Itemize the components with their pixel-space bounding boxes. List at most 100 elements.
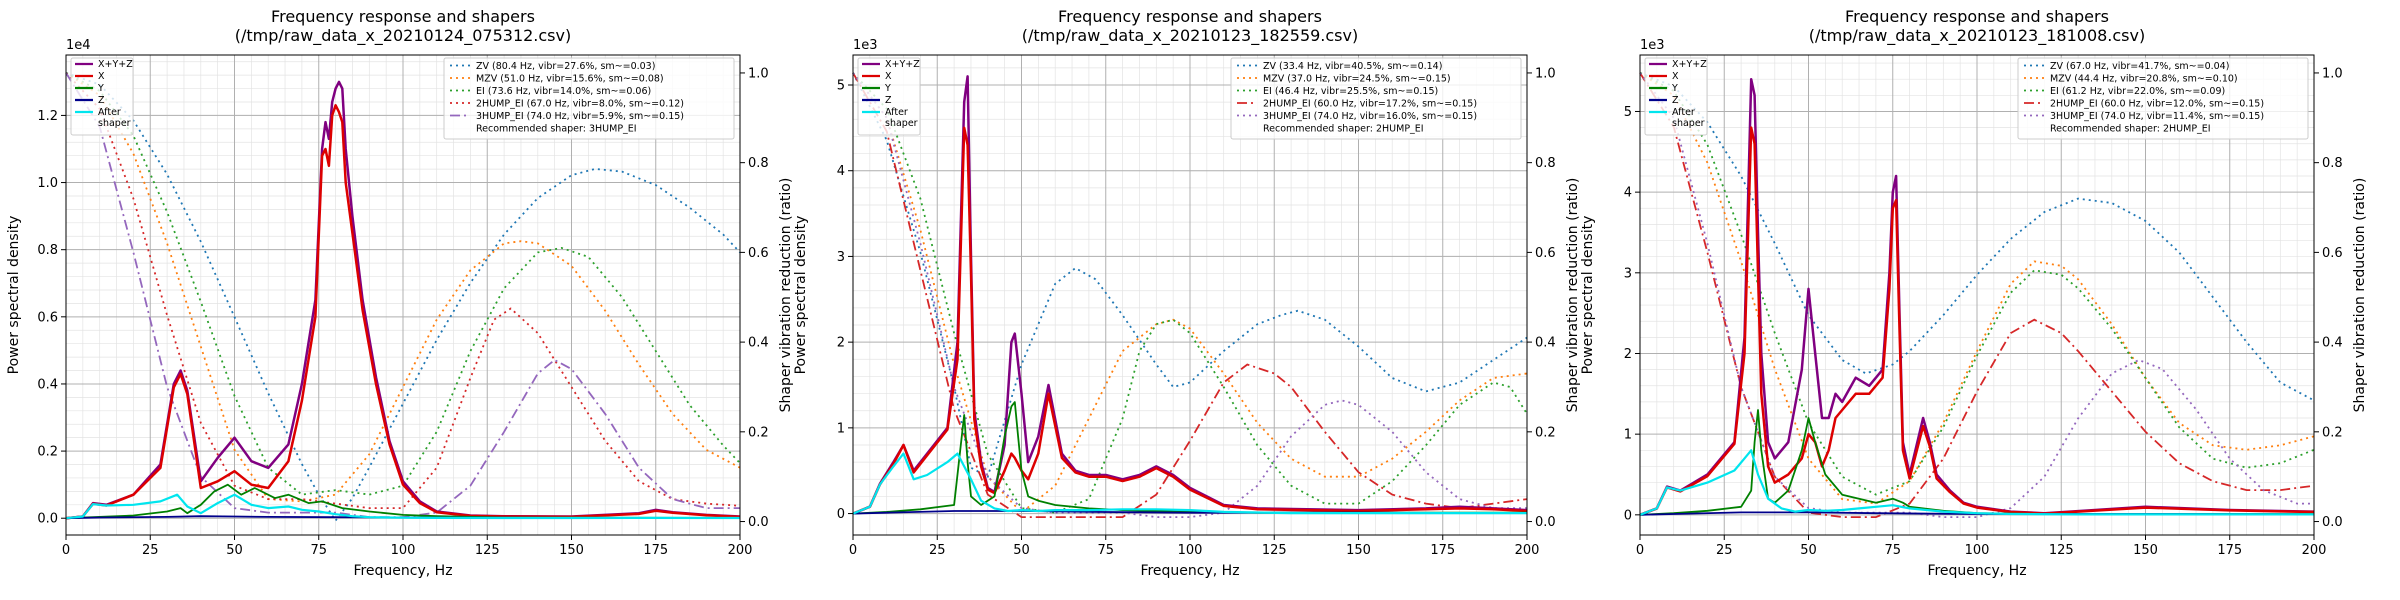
legend-label: MZV (51.0 Hz, vibr=15.6%, sm~=0.08) xyxy=(476,74,664,85)
x-tick-label: 200 xyxy=(2302,543,2327,558)
shaper-line-4 xyxy=(852,72,1528,518)
y2-tick-label: 0.6 xyxy=(2322,246,2343,261)
x-tick-label: 125 xyxy=(1262,543,1287,558)
y-tick-label: 0.6 xyxy=(37,310,58,325)
shaper-line-3 xyxy=(1639,72,2315,496)
legend-label: 3HUMP_EI (74.0 Hz, vibr=11.4%, sm~=0.15) xyxy=(2050,111,2264,122)
chart-title: Frequency response and shapers xyxy=(1058,7,1322,26)
y-tick-label: 2 xyxy=(837,336,845,351)
shaper-line-3 xyxy=(65,72,741,496)
legend-left-box xyxy=(1644,57,1708,136)
x-tick-label: 25 xyxy=(142,543,159,558)
y-tick-label: 0.0 xyxy=(37,512,58,527)
legend-label: X xyxy=(98,71,105,82)
legend-label: Z xyxy=(885,95,892,106)
legend-label: ZV (80.4 Hz, vibr=27.6%, sm~=0.03) xyxy=(476,61,655,72)
legend-label: Y xyxy=(884,83,891,94)
recommended-shaper-label: Recommended shaper: 3HUMP_EI xyxy=(476,124,637,135)
legend-label: ZV (67.0 Hz, vibr=41.7%, sm~=0.04) xyxy=(2050,61,2229,72)
recommended-shaper-label: Recommended shaper: 2HUMP_EI xyxy=(1263,124,1424,135)
legend-label: shaper xyxy=(1672,118,1705,129)
legend-label: MZV (44.4 Hz, vibr=20.8%, sm~=0.10) xyxy=(2050,74,2238,85)
y2-tick-label: 1.0 xyxy=(1535,66,1556,81)
y2-tick-label: 1.0 xyxy=(2322,66,2343,81)
x-tick-label: 50 xyxy=(1013,543,1030,558)
legend-label: X+Y+Z xyxy=(885,59,920,70)
psd-line-3 xyxy=(65,483,741,520)
legend-label: Z xyxy=(1672,95,1679,106)
chart-title: Frequency response and shapers xyxy=(1845,7,2109,26)
psd-line-2 xyxy=(1639,126,2315,516)
x-tick-label: 75 xyxy=(1884,543,1901,558)
y2-tick-label: 0.8 xyxy=(2322,156,2343,171)
legend-label: 3HUMP_EI (74.0 Hz, vibr=16.0%, sm~=0.15) xyxy=(1263,111,1477,122)
shaper-line-4 xyxy=(65,72,741,509)
y2-axis-label: Shaper vibration reduction (ratio) xyxy=(2352,178,2368,413)
y-axis-label: Power spectral density xyxy=(6,216,22,375)
y-tick-label: 0.2 xyxy=(37,445,58,460)
x-tick-label: 175 xyxy=(1430,543,1455,558)
legend-label: Y xyxy=(1671,83,1678,94)
x-axis-label: Frequency, Hz xyxy=(353,563,452,579)
x-tick-label: 175 xyxy=(643,543,668,558)
y2-tick-label: 0.6 xyxy=(748,246,769,261)
y-tick-label: 1 xyxy=(1624,428,1632,443)
legend-label: ZV (33.4 Hz, vibr=40.5%, sm~=0.14) xyxy=(1263,61,1442,72)
x-tick-label: 150 xyxy=(1346,543,1371,558)
y-axis-label: Power spectral density xyxy=(793,216,809,375)
y-tick-label: 4 xyxy=(837,164,845,179)
psd-line-2 xyxy=(65,104,741,520)
x-tick-label: 100 xyxy=(1965,543,1990,558)
legend-label: After xyxy=(1672,107,1695,118)
x-tick-label: 75 xyxy=(310,543,327,558)
x-tick-label: 0 xyxy=(62,543,70,558)
x-tick-label: 125 xyxy=(475,543,500,558)
chart-subtitle: (/tmp/raw_data_x_20210123_182559.csv) xyxy=(1022,26,1358,46)
legend-label: Z xyxy=(98,95,105,106)
chart-subtitle: (/tmp/raw_data_x_20210123_181008.csv) xyxy=(1809,26,2145,46)
legend-right: ZV (33.4 Hz, vibr=40.5%, sm~=0.14) MZV (3… xyxy=(1230,57,1522,140)
y-tick-label: 0 xyxy=(1624,508,1632,523)
psd-line-5 xyxy=(852,452,1527,515)
legend-label: After xyxy=(98,107,121,118)
y2-axis-label: Shaper vibration reduction (ratio) xyxy=(1565,178,1581,413)
y2-tick-label: 0.8 xyxy=(748,156,769,171)
shaper-line-1 xyxy=(65,72,741,523)
y-offset-label: 1e3 xyxy=(1640,38,1665,53)
legend-left-box xyxy=(70,57,134,136)
x-tick-label: 200 xyxy=(728,543,753,558)
chart-panel-1: 0 25 50 75 100 125 150 175 200 0.0 0.2 0.4 0.6 0.8 1.0… xyxy=(6,7,794,579)
y-tick-label: 5 xyxy=(1624,105,1632,120)
legend-label: MZV (37.0 Hz, vibr=24.5%, sm~=0.15) xyxy=(1263,74,1451,85)
y2-tick-label: 1.0 xyxy=(748,66,769,81)
legend-label: X xyxy=(1672,71,1679,82)
y2-tick-label: 0.2 xyxy=(748,425,769,440)
y2-tick-label: 0.0 xyxy=(748,515,769,530)
y-tick-label: 3 xyxy=(1624,266,1632,281)
y-offset-label: 1e4 xyxy=(66,38,91,53)
y2-tick-label: 0.0 xyxy=(1535,515,1556,530)
legend-label: X+Y+Z xyxy=(1672,59,1707,70)
y-tick-label: 1.2 xyxy=(37,109,58,124)
chart-panel-2: 0 25 50 75 100 125 150 175 200 0 1 2 3 4 5 0.0 0.2 0.4 0.6… xyxy=(793,7,1581,579)
legend-left-box xyxy=(857,57,921,136)
legend-label: shaper xyxy=(98,118,131,129)
y-offset-label: 1e3 xyxy=(853,38,878,53)
x-tick-label: 50 xyxy=(1800,543,1817,558)
psd-line-5 xyxy=(1639,449,2314,516)
y2-tick-label: 0.0 xyxy=(2322,515,2343,530)
x-tick-label: 0 xyxy=(849,543,857,558)
y2-tick-label: 0.4 xyxy=(748,336,769,351)
x-tick-label: 200 xyxy=(1515,543,1540,558)
y-tick-label: 0 xyxy=(837,507,845,522)
shaper-line-2 xyxy=(65,72,741,503)
chart-panel-3: 0 25 50 75 100 125 150 175 200 0 1 2 3 4 5 0.0 0.2 0.4 0.6… xyxy=(1580,7,2368,579)
x-axis-label: Frequency, Hz xyxy=(1927,563,2026,579)
y2-tick-label: 0.4 xyxy=(2322,336,2343,351)
x-axis-label: Frequency, Hz xyxy=(1140,563,1239,579)
psd-line-5 xyxy=(65,493,741,520)
x-tick-label: 125 xyxy=(2049,543,2074,558)
